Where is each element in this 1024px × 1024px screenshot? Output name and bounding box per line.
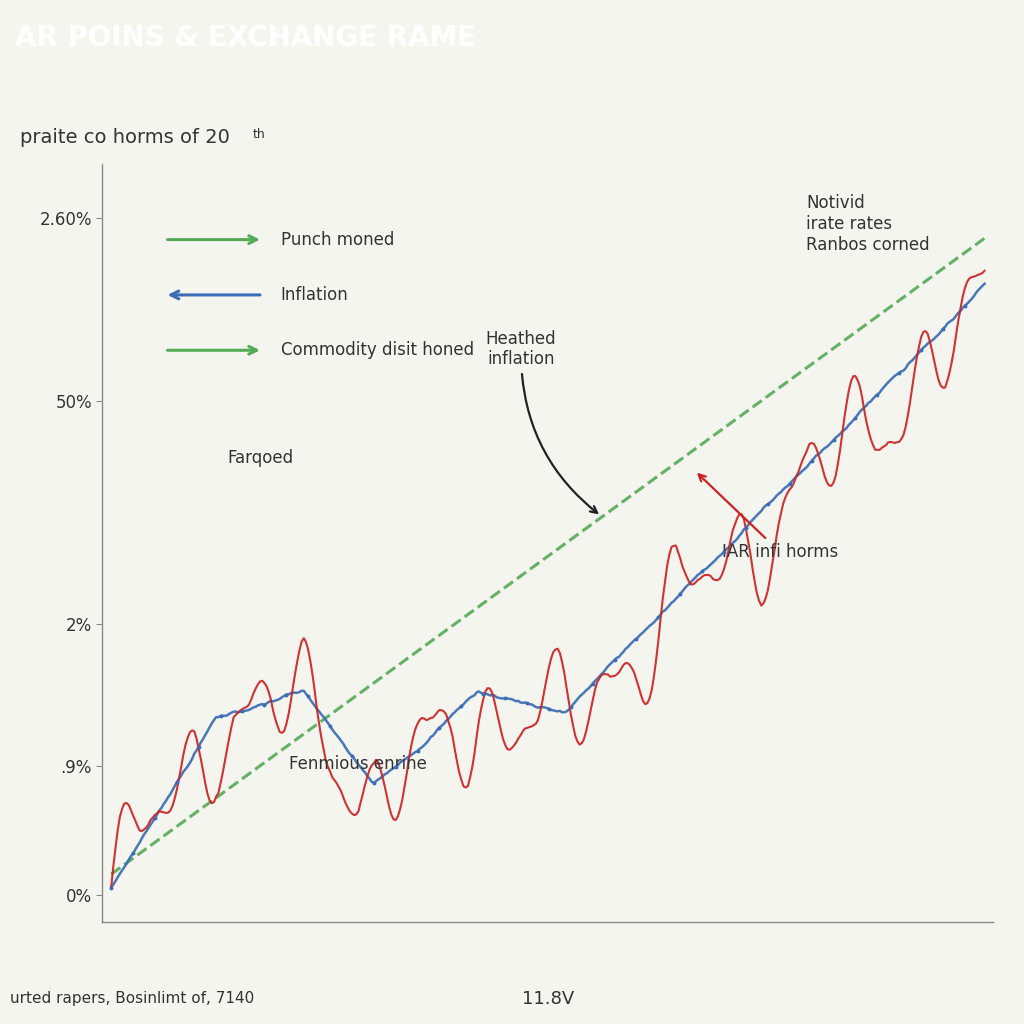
Text: Heathed
inflation: Heathed inflation xyxy=(485,330,597,513)
Text: 11.8V: 11.8V xyxy=(521,990,574,1008)
Text: th: th xyxy=(253,128,265,141)
Text: Commodity disit honed: Commodity disit honed xyxy=(281,341,474,359)
Text: Farqoed: Farqoed xyxy=(227,449,293,467)
Text: Punch moned: Punch moned xyxy=(281,230,394,249)
Text: Notivid
irate rates
Ranbos corned: Notivid irate rates Ranbos corned xyxy=(806,195,930,254)
Text: AR POINS & EXCHANGE RAME: AR POINS & EXCHANGE RAME xyxy=(15,25,476,52)
Text: praite co horms of 20: praite co horms of 20 xyxy=(20,128,230,147)
Text: Inflation: Inflation xyxy=(281,286,348,304)
Text: urted rapers, Bosinlimt of, 7140: urted rapers, Bosinlimt of, 7140 xyxy=(10,990,255,1006)
Text: Fenmious enrine: Fenmious enrine xyxy=(290,755,427,773)
Text: IAR infi horms: IAR infi horms xyxy=(698,474,838,561)
